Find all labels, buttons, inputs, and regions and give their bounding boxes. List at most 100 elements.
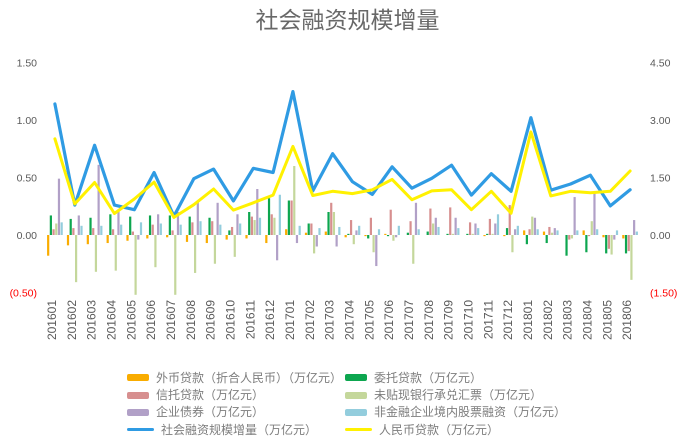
bar-equity-201603 — [100, 225, 103, 235]
bar-entrust-201609 — [208, 217, 211, 235]
x-axis-label: 201710 — [461, 300, 475, 340]
fx-loans-swatch-icon — [127, 374, 149, 382]
bar-bond-201709 — [454, 217, 457, 235]
x-axis-label: 201611 — [243, 300, 257, 339]
bar-bond-201605 — [137, 235, 140, 240]
bar-equity-201604 — [120, 224, 123, 235]
bar-trust-201610 — [230, 226, 234, 235]
bar-entrust-201709 — [446, 233, 449, 235]
legend-label: 信托贷款（万亿元） — [156, 388, 265, 403]
left-axis-tick-label: 1.50 — [17, 58, 38, 70]
bar-bill-201707 — [412, 235, 415, 264]
bar-entrust-201804 — [585, 235, 588, 253]
bar-fx-201610 — [225, 235, 228, 240]
bar-entrust-201702 — [307, 223, 310, 235]
bar-entrust-201805 — [605, 235, 608, 254]
bar-equity-201707 — [417, 229, 420, 235]
bar-fx-201704 — [344, 235, 347, 238]
bar-entrust-201712 — [505, 228, 509, 235]
bar-bill-201603 — [94, 235, 98, 272]
bar-trust-201803 — [568, 235, 571, 240]
bar-fx-201604 — [106, 235, 109, 244]
bar-trust-201802 — [548, 226, 551, 235]
bar-equity-201702 — [318, 228, 321, 235]
bar-entrust-201611 — [248, 212, 251, 235]
bar-bill-201606 — [154, 235, 157, 268]
bar-bond-201707 — [414, 202, 418, 235]
bar-fx-201802 — [542, 231, 546, 235]
bar-fx-201605 — [126, 235, 129, 241]
bar-equity-201805 — [615, 230, 619, 235]
bar-equity-201609 — [219, 224, 222, 235]
legend-item-entrusted-loans: 委托贷款（万亿元） — [345, 371, 566, 385]
bar-bond-201603 — [97, 164, 100, 235]
bar-trust-201712 — [508, 205, 511, 235]
bar-equity-201608 — [199, 221, 202, 235]
bar-trust-201805 — [607, 235, 610, 249]
bar-entrust-201604 — [109, 214, 112, 235]
rmb-loans-swatch-icon — [345, 428, 372, 432]
bar-bond-201601 — [57, 178, 61, 235]
bar-equity-201611 — [258, 217, 262, 235]
line-loan — [53, 130, 632, 219]
bar-fx-201801 — [523, 230, 526, 235]
bar-bond-201801 — [533, 217, 537, 235]
bar-bill-201806 — [630, 235, 633, 280]
bar-fx-201611 — [245, 235, 248, 239]
bar-equity-201709 — [457, 228, 460, 235]
equity-financing-swatch-icon — [345, 408, 367, 416]
bar-equity-201802 — [556, 230, 559, 235]
bar-bond-201806 — [633, 220, 636, 235]
legend-label: 人民币贷款（万亿元） — [379, 422, 500, 437]
legend-item-rmb-loans: 人民币贷款（万亿元） — [345, 423, 566, 437]
bar-equity-201601 — [60, 222, 63, 235]
legend-item-total-social-financing: 社会融资规模增量（万亿元） — [127, 423, 345, 437]
bar-fx-201609 — [205, 235, 208, 244]
bar-trust-201605 — [131, 231, 134, 235]
bar-fx-201705 — [364, 235, 367, 237]
bar-bill-201702 — [313, 235, 316, 254]
bar-trust-201612 — [270, 214, 273, 235]
legend-item-undiscounted-bills: 未贴现银行承兑汇票（万亿元） — [345, 388, 566, 402]
x-axis-label: 201610 — [223, 300, 237, 340]
bar-fx-201608 — [185, 235, 189, 242]
line-tsf — [53, 89, 632, 218]
bar-trust-201601 — [52, 229, 55, 235]
bar-entrust-201706 — [386, 235, 390, 237]
bar-entrust-201603 — [89, 217, 92, 235]
bar-bill-201601 — [55, 223, 58, 235]
bar-bond-201611 — [256, 189, 259, 235]
bar-bill-201704 — [352, 235, 355, 245]
bar-bond-201701 — [295, 235, 299, 244]
bar-trust-201704 — [349, 220, 353, 235]
bar-fx-201606 — [146, 235, 149, 239]
bar-bill-201703 — [332, 212, 336, 235]
legend-item-trust-loans: 信托贷款（万亿元） — [127, 388, 345, 402]
bar-entrust-201607 — [168, 215, 171, 235]
x-axis-label: 201805 — [600, 300, 614, 340]
x-axis-label: 201702 — [303, 300, 317, 340]
bar-entrust-201802 — [545, 235, 548, 244]
x-axis-label: 201704 — [342, 300, 356, 340]
bar-fx-201701 — [285, 229, 288, 235]
bar-bond-201604 — [117, 210, 120, 235]
x-axis-label: 201603 — [85, 300, 99, 340]
x-axis-label: 201706 — [382, 300, 396, 340]
legend-label: 外币贷款（折合人民币）（万亿元） — [156, 370, 343, 385]
bar-bond-201702 — [315, 235, 318, 247]
bar-fx-201711 — [483, 235, 486, 237]
bar-bond-201607 — [176, 212, 180, 235]
right-axis-tick-label: 3.00 — [650, 115, 671, 127]
right-axis-tick-label: 0.00 — [650, 230, 671, 242]
right-axis-tick-label: (1.50) — [650, 288, 677, 300]
bar-bill-201801 — [531, 216, 534, 235]
bar-equity-201806 — [635, 231, 638, 235]
legend-label: 企业债券（万亿元） — [156, 405, 265, 420]
legend: 外币贷款（折合人民币）（万亿元） 委托贷款（万亿元） 信托贷款（万亿元） 未贴现… — [127, 369, 566, 439]
bar-bill-201805 — [610, 235, 613, 255]
bar-trust-201608 — [191, 222, 194, 235]
bar-fx-201612 — [265, 235, 268, 244]
bar-entrust-201704 — [347, 233, 350, 235]
